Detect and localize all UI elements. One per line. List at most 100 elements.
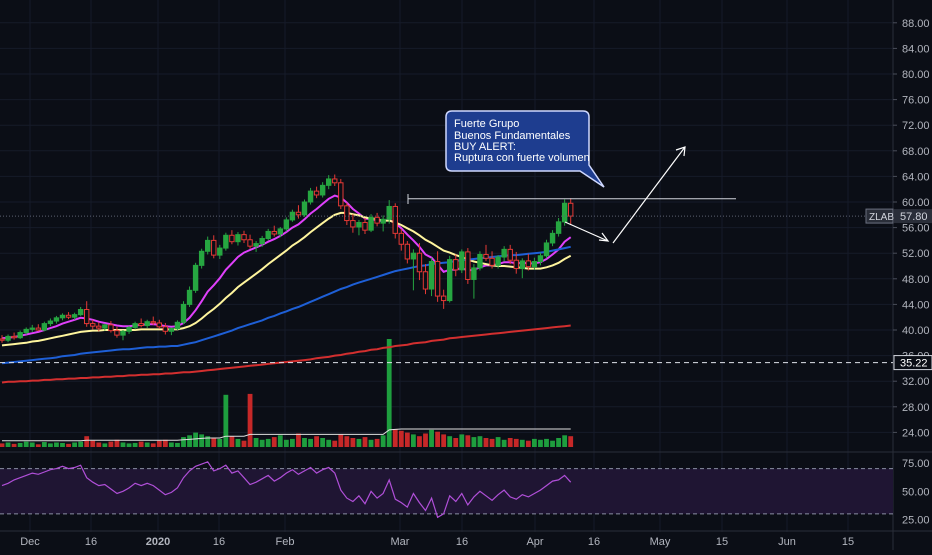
price-axis-tick-label: 72.00 — [902, 120, 930, 132]
volume-bar — [60, 442, 65, 447]
candle-body — [192, 264, 199, 291]
volume-bar — [356, 438, 362, 447]
rsi-band-lines — [0, 468, 893, 515]
candle — [162, 322, 169, 335]
candle — [126, 326, 132, 334]
candle — [0, 335, 5, 343]
buy-alert-callout[interactable]: Fuerte Grupo Buenos Fundamentales BUY AL… — [445, 110, 605, 188]
candle-body — [96, 325, 102, 329]
rsi-line — [1, 461, 572, 519]
candle — [434, 251, 441, 302]
candle-body — [271, 230, 277, 235]
volume-bar — [11, 443, 17, 447]
moving-average-line — [1, 245, 571, 365]
candle-body — [144, 321, 150, 327]
price-axis-tick-label: 44.00 — [902, 299, 930, 311]
candle — [235, 232, 241, 246]
candle — [410, 249, 417, 291]
callout-bubble — [445, 110, 605, 188]
candle — [223, 232, 229, 251]
candle-body — [11, 335, 17, 339]
candle-body — [477, 253, 483, 269]
candle — [229, 230, 235, 245]
candle — [519, 258, 525, 279]
candle-body — [120, 330, 126, 336]
candle — [53, 315, 60, 324]
candle — [17, 330, 23, 339]
candle — [386, 200, 392, 224]
candle-body — [211, 239, 217, 256]
time-axis[interactable]: Dec 16 2020 16 Feb Mar 16 Apr 16 May 15 Jun 15 — [20, 536, 854, 548]
candle — [120, 330, 126, 341]
rsi-axis-tick-label: 75.00 — [902, 458, 930, 470]
volume-bar — [550, 440, 555, 447]
candle — [313, 186, 320, 199]
arrow-line[interactable] — [612, 146, 686, 244]
candle — [29, 324, 35, 332]
candle — [59, 313, 66, 321]
volume-bar — [205, 436, 211, 447]
volume-bar — [380, 435, 386, 447]
candle-body — [416, 252, 423, 273]
volume-bar — [23, 441, 29, 447]
candle — [102, 323, 108, 331]
candle-body — [555, 221, 562, 234]
volume-bar — [217, 438, 223, 447]
candle — [65, 312, 72, 320]
price-axis-tick-label: 68.00 — [902, 146, 930, 158]
price-axis[interactable]: 88.00 84.00 80.00 76.00 72.00 68.00 64.00 60.00… — [893, 18, 930, 527]
time-axis-tick-label: Dec — [20, 536, 40, 548]
candle-body — [326, 178, 332, 186]
symbol-badge: ZLAB — [865, 208, 894, 224]
volume-bar — [223, 394, 229, 447]
volume-bar — [247, 393, 253, 447]
arrow-head — [598, 232, 610, 242]
arrow-drawings[interactable] — [407, 146, 686, 244]
candle-body — [53, 317, 60, 322]
candle-body — [138, 323, 144, 327]
candle — [180, 301, 187, 325]
volume-bar — [477, 436, 483, 447]
candle-body — [65, 314, 72, 318]
candle-body — [289, 211, 296, 221]
volume-bar — [162, 439, 168, 447]
candle-body — [59, 314, 66, 319]
candle — [307, 187, 314, 205]
candle — [489, 251, 495, 269]
candle — [253, 241, 259, 252]
candle — [471, 264, 477, 299]
candle-body — [47, 320, 54, 325]
volume-bar — [441, 434, 447, 447]
candle-body — [114, 330, 120, 336]
time-axis-tick-label: 2020 — [146, 536, 170, 548]
candle — [368, 214, 374, 233]
candle-body — [428, 261, 435, 290]
volume-bar — [447, 436, 453, 447]
candle-body — [543, 242, 550, 257]
candle-body — [102, 324, 108, 329]
candle — [77, 306, 84, 316]
candle-body — [259, 237, 265, 245]
price-axis-tick-label: 84.00 — [902, 43, 930, 55]
candle-body — [422, 271, 429, 290]
arrow-line[interactable] — [564, 221, 609, 242]
candle — [398, 228, 405, 251]
volume-bar — [525, 440, 531, 447]
rsi-series-line — [1, 461, 572, 519]
candle — [537, 252, 544, 266]
candle-body — [5, 335, 11, 341]
candle-body — [489, 257, 495, 266]
price-axis-tick-label: 88.00 — [902, 18, 930, 30]
volume-bar — [84, 436, 90, 447]
candle-body — [440, 295, 447, 302]
candle-body — [368, 216, 374, 231]
volume-bar — [398, 430, 404, 447]
candle-body — [277, 228, 284, 235]
time-axis-tick-label: May — [650, 536, 671, 548]
symbol-badge-background — [865, 208, 894, 224]
candle-body — [531, 261, 538, 268]
volume-bar — [277, 435, 283, 447]
candle-body — [356, 221, 362, 228]
